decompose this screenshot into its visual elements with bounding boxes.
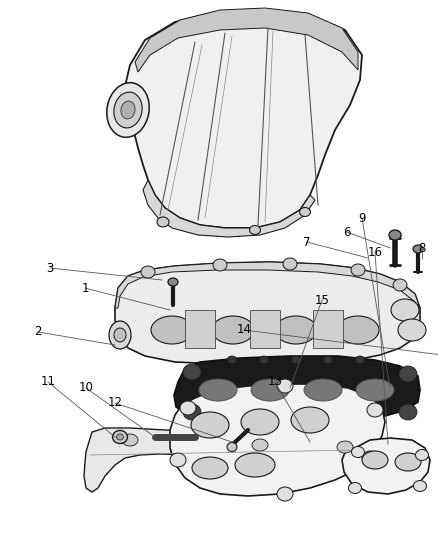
Ellipse shape: [336, 441, 352, 453]
Ellipse shape: [361, 451, 377, 465]
Polygon shape: [126, 10, 361, 228]
Ellipse shape: [412, 245, 422, 253]
Ellipse shape: [109, 321, 131, 349]
Ellipse shape: [234, 453, 274, 477]
Polygon shape: [135, 8, 357, 72]
Ellipse shape: [198, 379, 237, 401]
Text: 1: 1: [81, 281, 88, 295]
Text: 16: 16: [367, 246, 381, 259]
Ellipse shape: [183, 364, 201, 380]
Ellipse shape: [251, 439, 267, 451]
Text: 6: 6: [343, 225, 350, 238]
Ellipse shape: [348, 482, 360, 494]
Ellipse shape: [283, 258, 297, 270]
Ellipse shape: [151, 316, 193, 344]
Ellipse shape: [355, 379, 393, 401]
Ellipse shape: [351, 447, 364, 457]
Ellipse shape: [122, 434, 138, 446]
Polygon shape: [115, 262, 419, 308]
Ellipse shape: [226, 356, 237, 364]
Ellipse shape: [390, 299, 418, 321]
Ellipse shape: [394, 453, 420, 471]
Text: 11: 11: [40, 376, 55, 389]
Ellipse shape: [290, 407, 328, 433]
Ellipse shape: [366, 403, 382, 417]
Ellipse shape: [274, 316, 316, 344]
Ellipse shape: [180, 401, 195, 415]
Ellipse shape: [183, 404, 201, 420]
Text: 10: 10: [78, 382, 93, 394]
Ellipse shape: [191, 457, 227, 479]
Text: 7: 7: [303, 236, 310, 248]
Polygon shape: [341, 438, 429, 494]
Text: 13: 13: [267, 376, 282, 389]
Ellipse shape: [276, 379, 292, 393]
Text: 8: 8: [417, 241, 425, 254]
Ellipse shape: [191, 412, 229, 438]
Ellipse shape: [303, 379, 341, 401]
Polygon shape: [173, 356, 419, 422]
Polygon shape: [115, 262, 419, 364]
Ellipse shape: [113, 92, 142, 128]
Ellipse shape: [388, 230, 400, 240]
Ellipse shape: [106, 83, 149, 138]
Ellipse shape: [414, 449, 427, 461]
Ellipse shape: [212, 259, 226, 271]
Ellipse shape: [276, 487, 292, 501]
Polygon shape: [184, 310, 215, 348]
Ellipse shape: [120, 101, 135, 119]
Ellipse shape: [157, 217, 169, 227]
Ellipse shape: [336, 316, 378, 344]
Text: 14: 14: [236, 324, 251, 336]
Ellipse shape: [398, 366, 416, 382]
Ellipse shape: [258, 356, 268, 364]
Text: 15: 15: [314, 294, 328, 306]
Ellipse shape: [354, 356, 364, 364]
Text: 3: 3: [46, 262, 53, 274]
Text: 2: 2: [34, 326, 42, 338]
Ellipse shape: [350, 264, 364, 276]
Ellipse shape: [413, 481, 426, 491]
Ellipse shape: [249, 225, 260, 235]
Ellipse shape: [240, 409, 279, 435]
Ellipse shape: [112, 431, 127, 443]
Ellipse shape: [299, 207, 310, 216]
Polygon shape: [312, 310, 342, 348]
Ellipse shape: [392, 279, 406, 291]
Ellipse shape: [116, 434, 123, 440]
Polygon shape: [84, 428, 359, 492]
Ellipse shape: [226, 442, 237, 451]
Ellipse shape: [322, 356, 332, 364]
Ellipse shape: [170, 453, 186, 467]
Ellipse shape: [290, 356, 300, 364]
Ellipse shape: [168, 278, 177, 286]
Ellipse shape: [114, 328, 126, 342]
Polygon shape: [143, 180, 314, 237]
Ellipse shape: [398, 404, 416, 420]
Text: 9: 9: [357, 212, 365, 224]
Ellipse shape: [212, 316, 254, 344]
Text: 12: 12: [107, 397, 122, 409]
Ellipse shape: [397, 319, 425, 341]
Polygon shape: [249, 310, 279, 348]
Ellipse shape: [361, 451, 387, 469]
Polygon shape: [170, 384, 384, 496]
Ellipse shape: [141, 266, 155, 278]
Ellipse shape: [251, 379, 288, 401]
